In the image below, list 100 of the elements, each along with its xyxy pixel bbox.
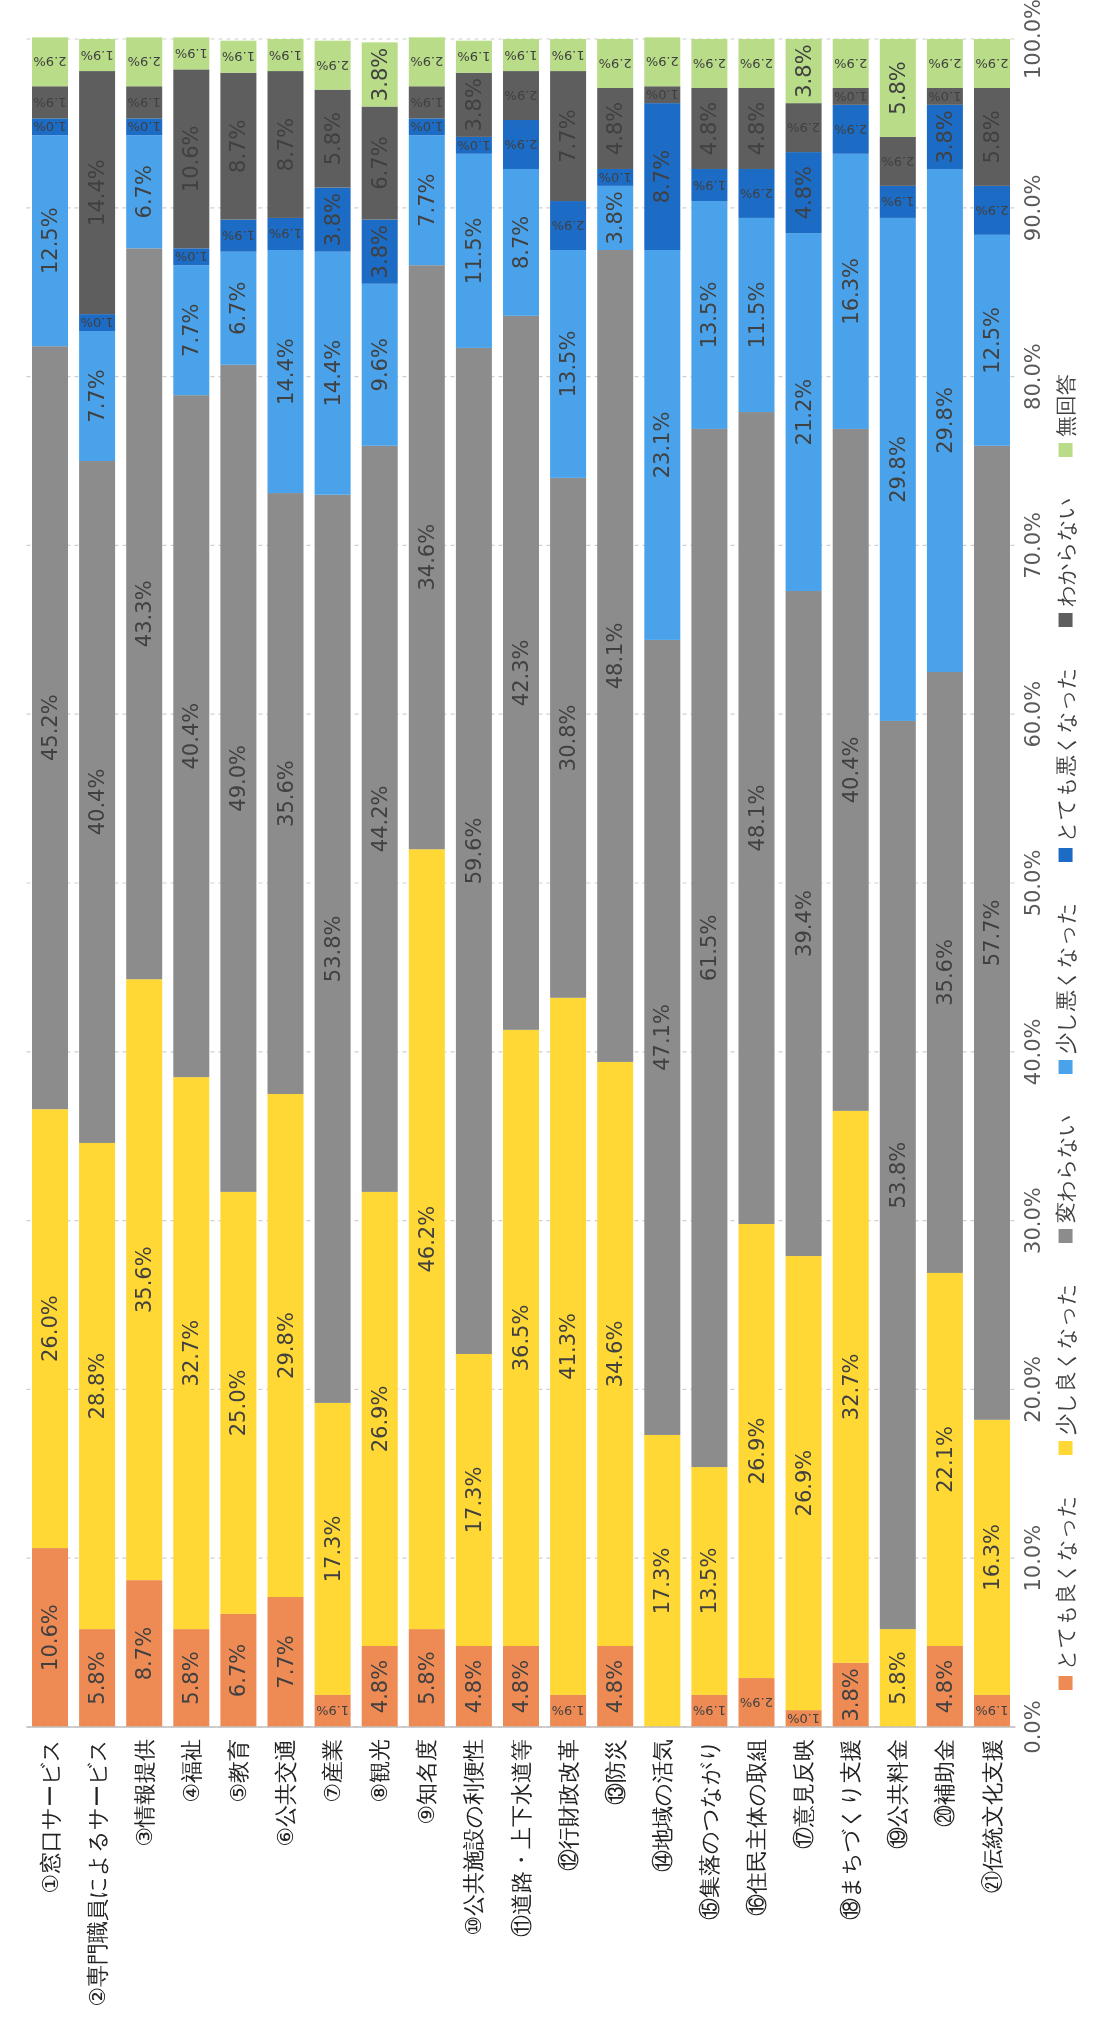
bar [644, 1434, 681, 1727]
bar [408, 37, 445, 87]
bar [503, 71, 539, 121]
data-label: 17.3% [650, 1547, 675, 1615]
data-label: 40.4% [838, 736, 863, 804]
data-label: 3.8% [791, 44, 816, 98]
data-label: 6.7% [132, 165, 157, 219]
data-label: 7.7% [273, 1635, 298, 1689]
data-label: 7.7% [179, 303, 204, 357]
bar [173, 265, 210, 396]
bar [738, 39, 775, 88]
data-label: 23.1% [650, 411, 675, 479]
data-label: 26.9% [791, 1449, 816, 1517]
bar [644, 103, 681, 250]
bar [32, 346, 68, 1110]
bar [79, 331, 116, 461]
data-label: 1.9% [975, 1703, 1009, 1719]
bar [550, 71, 587, 202]
data-label: 49.0% [226, 744, 251, 812]
bar [550, 250, 587, 478]
bar [361, 445, 398, 1192]
bar [220, 1191, 257, 1614]
data-label: 13.5% [697, 281, 722, 349]
data-label: 2.9% [692, 55, 726, 71]
data-label: 1.9% [692, 1703, 726, 1719]
bar [738, 217, 775, 413]
bar [173, 1077, 210, 1630]
data-label: 11.5% [461, 217, 486, 285]
bar [691, 1467, 728, 1695]
data-label: 35.6% [932, 939, 957, 1006]
data-label: 8.7% [132, 1626, 157, 1681]
bar [314, 40, 351, 90]
data-label: 26.9% [744, 1417, 769, 1485]
bar [361, 283, 398, 446]
data-label: 7.7% [414, 173, 439, 227]
bar [220, 251, 257, 365]
bar [267, 1597, 304, 1727]
bar [832, 428, 869, 1111]
data-label: 1.9% [316, 1703, 350, 1719]
bar [220, 1613, 257, 1727]
bar [503, 168, 539, 316]
bar [644, 37, 681, 87]
data-label: 2.9% [410, 54, 444, 70]
bar [126, 248, 163, 980]
data-label: 1.0% [127, 119, 161, 135]
bar [785, 590, 822, 1257]
data-label: 1.9% [504, 47, 538, 63]
data-label: 40.4% [85, 768, 110, 836]
legend: とても良くなった 少し良くなった 変わらない 少し悪くなった とても悪くなった わからない 無回答 [1053, 374, 1078, 1690]
data-label: 14.4% [320, 339, 345, 407]
bar [408, 135, 445, 266]
bar [455, 347, 492, 1354]
bar [126, 37, 163, 87]
data-label: 1.0% [410, 119, 444, 135]
y-tick-label: 50.0% [1020, 849, 1045, 917]
data-label: 48.1% [744, 784, 769, 852]
data-label: 53.8% [320, 915, 345, 983]
y-tick-label: 80.0% [1020, 343, 1045, 410]
data-label: 1.9% [221, 49, 255, 65]
data-label: 4.8% [603, 1659, 628, 1714]
x-tick-label: ⑤教育 [225, 1739, 251, 1803]
x-tick-label: ⑲公共料金 [885, 1739, 911, 1849]
bar [597, 1061, 634, 1646]
data-label: 1.9% [268, 47, 303, 63]
y-tick-label: 10.0% [1020, 1524, 1045, 1592]
bar [220, 364, 257, 1192]
data-label: 1.9% [221, 228, 255, 244]
bar [32, 1548, 68, 1727]
bar [691, 428, 728, 1468]
data-label: 25.0% [226, 1369, 251, 1437]
data-label: 2.9% [127, 54, 161, 70]
data-label: 28.8% [85, 1352, 110, 1420]
bar [126, 979, 163, 1581]
data-label: 9.6% [367, 338, 392, 392]
data-label: 1.0% [80, 315, 114, 331]
data-label: 12.5% [980, 306, 1004, 374]
bar [550, 201, 587, 250]
data-label: 5.8% [414, 1651, 439, 1705]
data-label: 2.9% [739, 185, 774, 201]
bar [644, 639, 681, 1435]
data-label: 1.9% [268, 226, 303, 242]
x-tick-label: ⑮集落のつながり [696, 1739, 722, 1920]
data-label: 5.8% [179, 1651, 204, 1705]
bar [408, 849, 445, 1630]
data-label: 1.9% [881, 194, 915, 210]
data-label: 14.4% [273, 338, 298, 405]
data-label: 1.9% [80, 47, 114, 63]
data-label: 6.7% [226, 281, 251, 335]
data-label: 2.9% [928, 55, 962, 71]
x-tick-label: ②専門職員によるサービス [84, 1739, 110, 2007]
data-label: 5.8% [885, 1651, 910, 1705]
bar [314, 251, 351, 495]
data-label: 3.8% [838, 1668, 863, 1722]
data-label: 59.6% [461, 817, 486, 885]
data-label: 2.9% [739, 55, 774, 71]
data-label: 13.5% [556, 330, 581, 398]
x-tick-label: ③情報提供 [131, 1739, 157, 1847]
bar [785, 103, 822, 153]
data-label: 2.9% [834, 121, 868, 137]
x-tick-label: ⑯住民主体の取組 [744, 1739, 769, 1916]
